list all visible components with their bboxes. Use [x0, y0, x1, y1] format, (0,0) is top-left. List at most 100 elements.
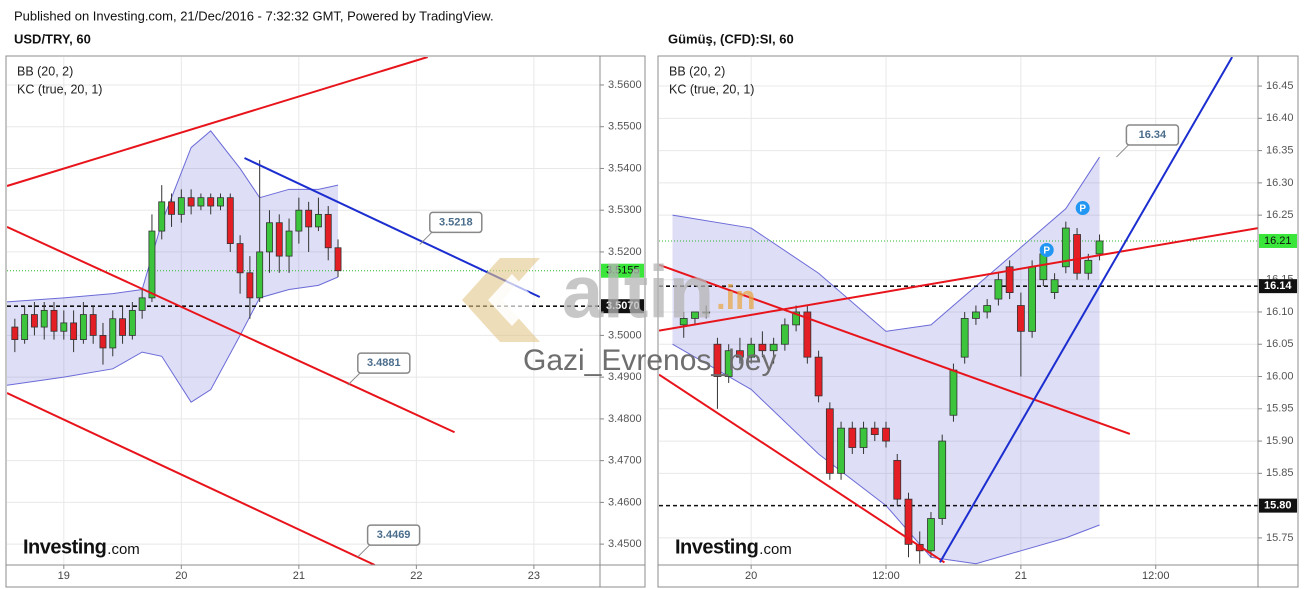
chart-title: Gümüş, (CFD):SI, 60	[668, 31, 794, 46]
indicator-label: KC (true, 20, 1)	[669, 82, 754, 96]
candle-body	[168, 201, 175, 215]
callout-box	[357, 352, 411, 374]
candle-body	[814, 356, 823, 397]
indicator-label: KC (true, 20, 1)	[17, 82, 102, 96]
candle-body	[949, 369, 958, 416]
candle-body	[285, 230, 293, 257]
level-tag-label: 3.5070	[606, 300, 640, 312]
candle-body	[724, 350, 733, 377]
candle-body	[89, 314, 97, 336]
candle-body	[927, 518, 935, 552]
candle-body	[226, 197, 234, 244]
candle-body	[769, 343, 778, 352]
chart-title: USD/TRY, 60	[14, 31, 91, 46]
trendline	[7, 225, 455, 434]
candle-body	[40, 309, 48, 328]
callout-pointer	[419, 232, 433, 245]
candle-body	[158, 201, 166, 232]
candle-body	[736, 350, 744, 358]
candle-body	[870, 427, 879, 436]
candle-body	[960, 318, 969, 358]
last-price-tag	[601, 263, 644, 278]
candle-body	[747, 343, 756, 358]
candle-body	[904, 498, 913, 545]
candle-body	[983, 305, 992, 313]
candle-body	[295, 209, 303, 232]
candle-body	[792, 311, 800, 326]
candle-body	[217, 197, 224, 207]
candle-body	[893, 460, 902, 500]
band-line	[7, 276, 339, 403]
candle-body	[691, 311, 699, 319]
candle-body	[266, 222, 273, 253]
level-tag	[1259, 498, 1297, 513]
logo-suffix: .com	[107, 541, 140, 558]
plot-area: PP	[659, 57, 1258, 565]
candle-body	[21, 314, 29, 340]
candle-body	[246, 272, 254, 299]
y-tick-label: 3.5200	[608, 246, 642, 258]
candle-body	[848, 427, 857, 448]
x-tick-label: 21	[293, 570, 305, 582]
candle-body	[780, 324, 789, 345]
candle-body	[1039, 253, 1048, 281]
trendline	[659, 227, 1258, 332]
y-tick-label: 15.75	[1266, 532, 1294, 544]
candle-body	[324, 213, 332, 249]
callout-label: 3.4469	[377, 529, 411, 541]
y-tick-label: 3.4800	[608, 413, 642, 425]
trendline	[939, 57, 1234, 563]
candle-body	[148, 230, 156, 299]
candle-body	[99, 335, 107, 349]
y-tick-label: 16.40	[1266, 112, 1294, 124]
band-line	[7, 130, 339, 303]
candle-body	[1028, 266, 1036, 332]
level-tag-label: 15.80	[1264, 500, 1292, 512]
candle-body	[938, 440, 947, 519]
pivot-marker	[1039, 243, 1054, 258]
callout-label: 3.4881	[367, 357, 401, 369]
published-header: Published on Investing.com, 21/Dec/2016 …	[14, 8, 494, 23]
trendline	[7, 392, 376, 565]
y-tick-label: 3.5000	[608, 329, 642, 341]
callout-label: 3.5218	[439, 216, 473, 228]
watermark-text: Gazi_Evrenos_bey	[523, 344, 776, 377]
x-tick-label: 19	[58, 570, 70, 582]
candle-body	[187, 197, 195, 207]
y-tick-label: 3.5300	[608, 204, 642, 216]
trendline	[659, 263, 1131, 435]
candle-body	[972, 311, 980, 319]
x-tick-label: 20	[175, 570, 187, 582]
y-tick-label: 15.90	[1266, 435, 1294, 447]
y-tick-label: 3.5500	[608, 121, 642, 133]
band-line	[672, 156, 1100, 332]
candle-body	[30, 314, 38, 328]
candle-body	[275, 222, 283, 257]
candle-body	[70, 322, 78, 340]
candle-body	[702, 311, 711, 314]
callout-pointer	[1116, 144, 1129, 158]
candle-body	[713, 343, 722, 377]
logo: Investing	[675, 536, 758, 558]
pivot-marker	[1075, 201, 1090, 216]
candle-body	[50, 309, 58, 332]
candle-body	[207, 197, 215, 207]
trendline	[7, 57, 428, 187]
y-tick-label: 16.00	[1266, 370, 1294, 382]
pivot-marker-label: P	[1079, 204, 1086, 215]
candle-body	[1050, 279, 1059, 294]
candle-body	[305, 209, 313, 228]
candle-body	[128, 309, 136, 336]
candle-body	[197, 197, 205, 207]
candle-body	[236, 243, 244, 274]
y-tick-label: 3.4900	[608, 371, 642, 383]
candle-body	[1016, 305, 1025, 332]
x-tick-label: 21	[1015, 570, 1027, 582]
y-tick-label: 16.05	[1266, 338, 1294, 350]
candle-body	[1061, 227, 1070, 268]
y-tick-label: 3.5600	[608, 79, 642, 91]
trendline	[659, 373, 946, 564]
pivot-marker-label: P	[1043, 246, 1050, 257]
candle-body	[314, 213, 322, 228]
